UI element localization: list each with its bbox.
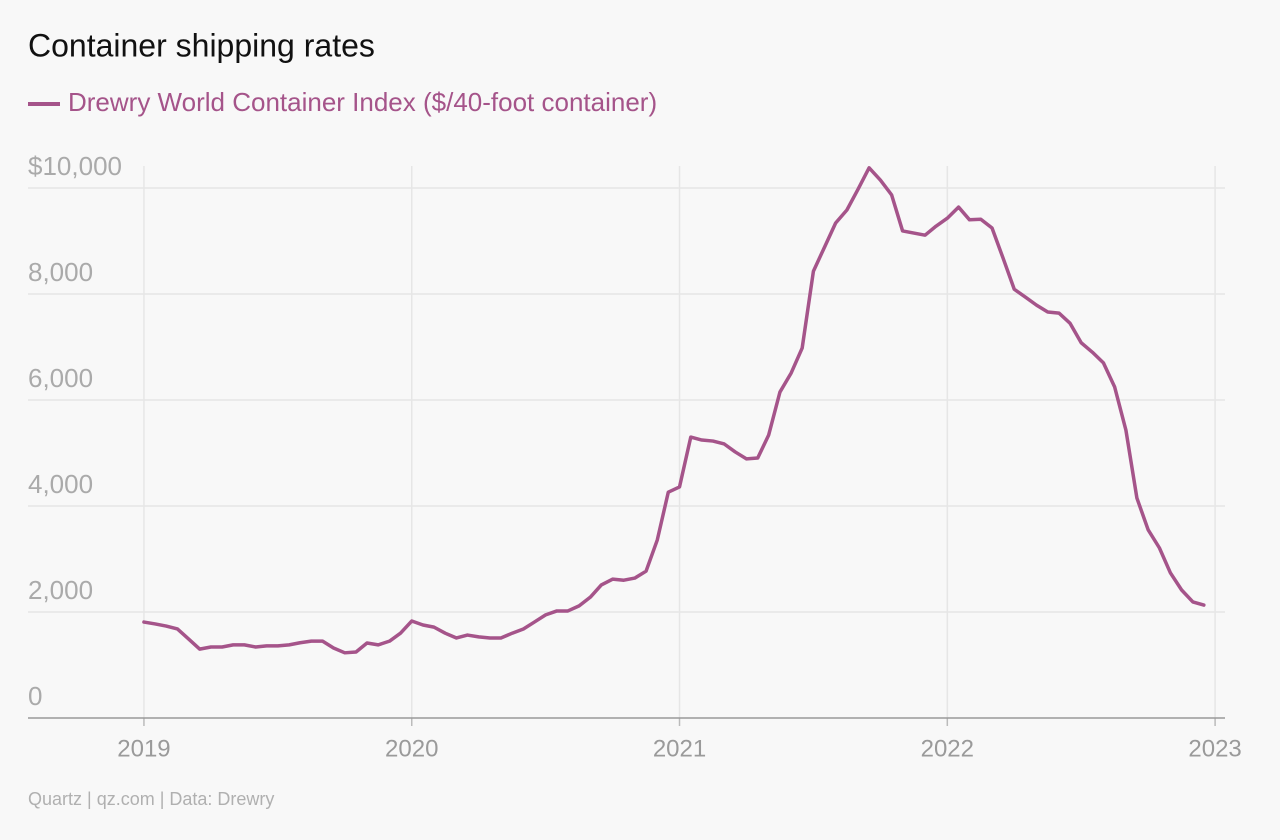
source-note: Quartz | qz.com | Data: Drewry [28,789,274,809]
y-tick-label: 0 [28,681,42,711]
grid [28,166,1225,726]
legend-label: Drewry World Container Index ($/40-foot … [68,87,657,117]
y-tick-label: $10,000 [28,151,122,181]
plot [142,166,1206,655]
y-tick-label: 4,000 [28,469,93,499]
y-tick-label: 8,000 [28,257,93,287]
y-tick-label: 6,000 [28,363,93,393]
x-tick-label: 2020 [385,735,438,762]
y-tick-label: 2,000 [28,575,93,605]
x-tick-label: 2019 [117,735,170,762]
x-tick-label: 2021 [653,735,706,762]
x-tick-label: 2022 [921,735,974,762]
x-tick-label: 2023 [1188,735,1241,762]
chart-title: Container shipping rates [28,27,375,63]
data-line [142,166,1206,655]
